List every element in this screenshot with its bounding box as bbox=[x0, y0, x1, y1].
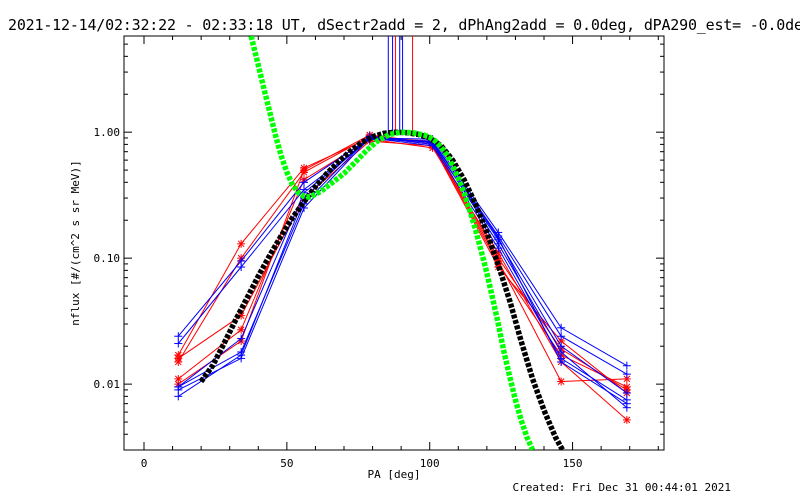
created-timestamp: Created: Fri Dec 31 00:44:01 2021 bbox=[512, 481, 731, 494]
x-tick-label: 50 bbox=[280, 457, 293, 470]
plus-marker bbox=[557, 323, 566, 332]
series-line bbox=[177, 137, 628, 367]
plus-marker bbox=[622, 389, 631, 398]
plot-frame bbox=[123, 35, 665, 451]
series-line bbox=[177, 138, 628, 421]
x-tick-label: 0 bbox=[141, 457, 148, 470]
fit-curve-black bbox=[198, 129, 566, 450]
plus-marker bbox=[622, 399, 631, 408]
plus-marker bbox=[300, 178, 308, 187]
plus-marker bbox=[494, 233, 503, 242]
star-marker bbox=[237, 325, 246, 334]
plus-marker bbox=[174, 332, 183, 341]
fit-curve-green bbox=[248, 36, 536, 450]
plus-marker bbox=[174, 339, 183, 348]
y-axis-title: nflux [#/(cm^2 s sr MeV)] bbox=[69, 160, 82, 326]
series-line bbox=[178, 137, 628, 401]
series-line bbox=[178, 136, 628, 394]
x-axis-title: PA [deg] bbox=[368, 468, 421, 481]
plus-marker bbox=[557, 357, 566, 366]
data-series-blue-9 bbox=[174, 132, 631, 412]
data-series-blue-10 bbox=[174, 135, 631, 408]
plot-title: 2021-12-14/02:32:22 - 02:33:18 UT, dSect… bbox=[8, 16, 800, 34]
star-marker bbox=[557, 377, 566, 386]
star-marker bbox=[622, 415, 631, 424]
star-marker bbox=[622, 382, 631, 391]
plus-marker bbox=[622, 370, 631, 379]
star-marker bbox=[174, 354, 183, 363]
series-line bbox=[177, 138, 628, 405]
star-marker bbox=[300, 166, 308, 175]
plus-marker bbox=[174, 382, 183, 391]
plus-marker bbox=[557, 332, 566, 341]
series-line bbox=[178, 135, 628, 409]
x-tick-label: 150 bbox=[563, 457, 583, 470]
plus-marker bbox=[174, 392, 183, 401]
plus-marker bbox=[557, 347, 566, 356]
star-marker bbox=[237, 239, 246, 248]
plus-marker bbox=[237, 263, 246, 272]
plus-marker bbox=[237, 334, 246, 343]
plus-marker bbox=[622, 361, 631, 370]
y-tick-label: 1.00 bbox=[94, 126, 121, 139]
y-tick-label: 0.01 bbox=[94, 378, 121, 391]
plus-marker bbox=[237, 351, 246, 360]
y-tick-label: 0.10 bbox=[94, 252, 121, 265]
x-tick-label: 100 bbox=[420, 457, 440, 470]
